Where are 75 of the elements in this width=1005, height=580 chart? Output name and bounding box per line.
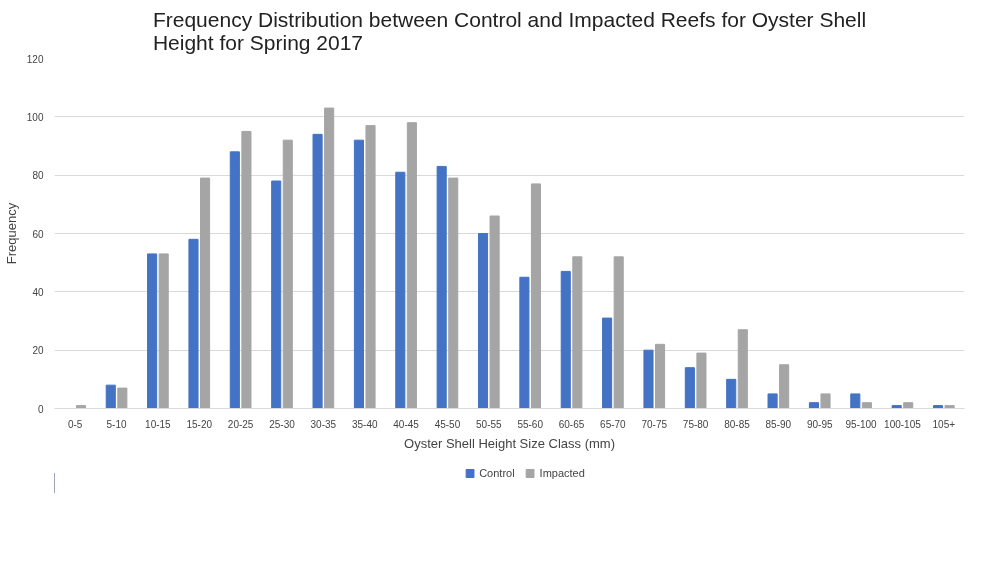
bar (271, 180, 282, 409)
y-axis-title: Frequency (3, 202, 19, 265)
x-tick-label: 45-50 (434, 418, 461, 430)
bar (241, 130, 252, 409)
bar (737, 329, 748, 409)
x-tick-label: 105+ (932, 418, 956, 430)
x-tick-label: 40-45 (393, 418, 420, 430)
bar (312, 133, 323, 409)
bar (560, 270, 571, 409)
x-tick-label: 80-85 (724, 418, 751, 430)
x-tick-label: 60-65 (558, 418, 585, 430)
bar (448, 177, 459, 409)
y-tick-label: 0 (37, 403, 44, 415)
bar (229, 151, 240, 409)
bar (779, 364, 790, 409)
x-tick-label: 55-60 (517, 418, 544, 430)
y-tick-label: 40 (32, 286, 44, 298)
x-tick-label: 85-90 (765, 418, 792, 430)
x-tick-label: 65-70 (600, 418, 627, 430)
x-tick-label: 35-40 (351, 418, 378, 430)
x-tick-label: 25-30 (269, 418, 296, 430)
y-tick-label: 80 (32, 170, 44, 182)
bar (282, 139, 293, 409)
bar (200, 177, 211, 409)
bar (891, 405, 902, 409)
bar (436, 165, 447, 409)
legend-label: Control (479, 467, 515, 479)
legend-label: Impacted (539, 467, 585, 479)
y-tick-label: 100 (26, 111, 44, 123)
bar (613, 256, 624, 409)
bar (655, 343, 666, 409)
bar (406, 122, 417, 409)
x-tick-label: 75-80 (682, 418, 709, 430)
bar (365, 125, 376, 409)
bar (353, 139, 364, 409)
x-tick-label: 10-15 (145, 418, 172, 430)
bar (530, 183, 542, 409)
bar (489, 215, 500, 409)
bar (696, 352, 707, 409)
bar (572, 256, 583, 409)
bar (477, 233, 489, 409)
x-tick-label: 30-35 (310, 418, 337, 430)
chart-title: Frequency Distribution between Control and Impacted Reefs for Oyster Shell Height for Spring 2017 (152, 7, 867, 54)
x-tick-label: 70-75 (641, 418, 668, 430)
x-tick-label: 20-25 (227, 418, 254, 430)
bar (117, 387, 128, 409)
y-tick-label: 120 (26, 53, 44, 65)
y-tick-label: 20 (32, 345, 44, 357)
bar (820, 393, 831, 409)
x-tick-label: 95-100 (845, 418, 878, 430)
bar (395, 171, 406, 409)
x-tick-label: 90-95 (806, 418, 833, 430)
x-axis-title: Oyster Shell Height Size Class (mm) (404, 435, 615, 451)
bar (188, 238, 199, 409)
x-tick-label: 5-10 (106, 418, 127, 430)
bar (158, 253, 169, 409)
bar (147, 253, 158, 409)
bar (944, 405, 955, 409)
bar (850, 393, 861, 409)
y-tick-label: 60 (32, 228, 44, 240)
bar (324, 107, 335, 409)
bar (726, 378, 737, 409)
x-tick-label: 100-105 (884, 418, 922, 430)
bar (684, 367, 695, 409)
bar (861, 402, 872, 409)
bar (602, 317, 613, 409)
bar (903, 402, 914, 409)
x-tick-label: 0-5 (67, 418, 83, 430)
bar (519, 276, 530, 409)
bar (105, 384, 116, 409)
bar (643, 349, 654, 409)
x-tick-label: 15-20 (186, 418, 213, 430)
bar (808, 402, 819, 409)
x-tick-label: 50-55 (476, 418, 503, 430)
bar (767, 393, 778, 409)
